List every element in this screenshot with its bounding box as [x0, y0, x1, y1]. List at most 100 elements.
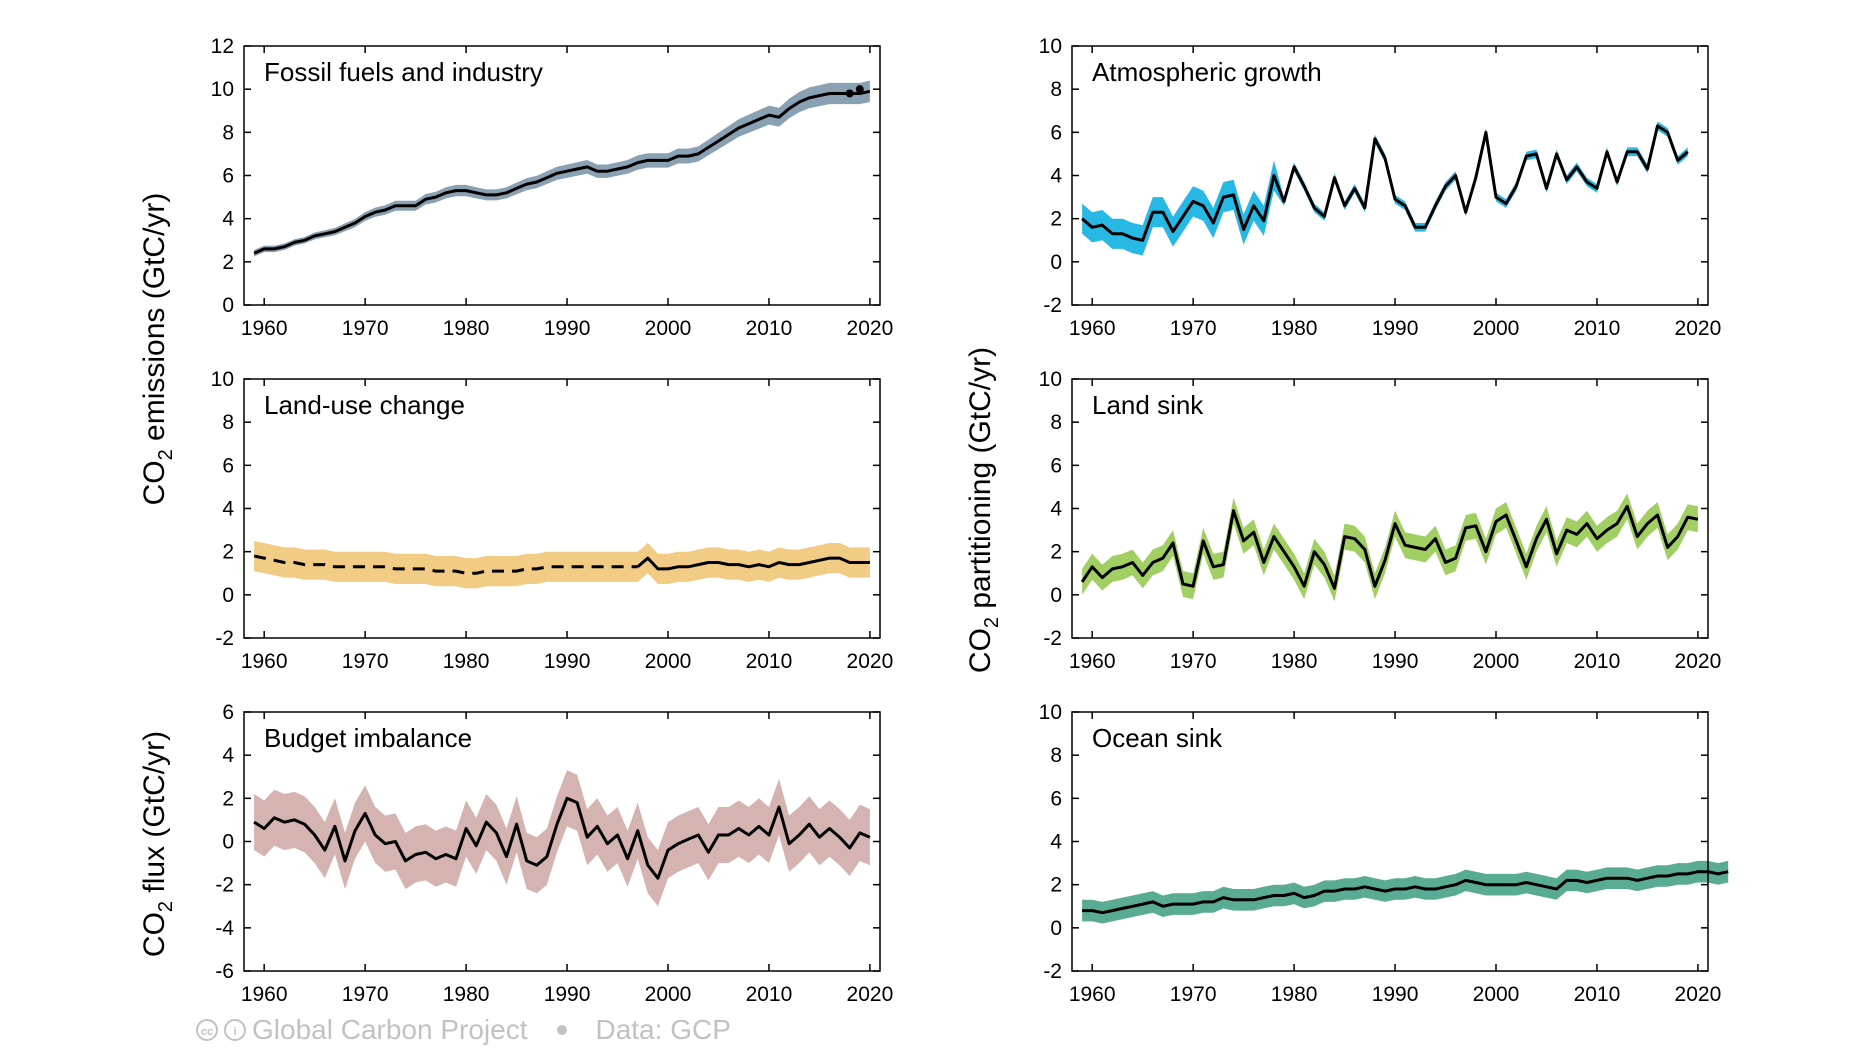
separator-dot: [557, 1025, 568, 1035]
luc-uncertainty-band: [254, 540, 870, 589]
luc-xtick-label: 1980: [443, 650, 490, 673]
imbalance-panel-title: Budget imbalance: [264, 723, 472, 753]
atm-xtick-label: 2010: [1574, 317, 1621, 340]
atm-ytick-label: 0: [1050, 251, 1062, 274]
ocean-ytick-label: 0: [1050, 917, 1062, 940]
luc-xtick-label: 1960: [241, 650, 288, 673]
atm-xtick-label: 1980: [1271, 317, 1318, 340]
land-xtick-label: 2020: [1675, 650, 1722, 673]
luc-ytick-label: 0: [222, 584, 234, 607]
land-ytick-label: 6: [1050, 454, 1062, 477]
luc-xtick-label: 2020: [847, 650, 894, 673]
luc-xtick-label: 1970: [342, 650, 389, 673]
atm-ytick-label: 8: [1050, 78, 1062, 101]
ocean-ytick-label: 10: [1039, 701, 1062, 724]
atm-xtick-label: 2020: [1675, 317, 1722, 340]
luc-ytick-label: 4: [222, 498, 234, 521]
ocean-xtick-label: 1970: [1170, 983, 1217, 1006]
luc-xtick-label: 1990: [544, 650, 591, 673]
atm-xtick-label: 2000: [1473, 317, 1520, 340]
imbalance-xtick-label: 2020: [847, 983, 894, 1006]
luc-ytick-label: 10: [211, 368, 234, 391]
fossil-xtick-label: 1980: [443, 317, 490, 340]
land-ytick-label: 10: [1039, 368, 1062, 391]
land-xtick-label: 1980: [1271, 650, 1318, 673]
fossil-series-line: [253, 89, 871, 255]
imbalance-ytick-label: -6: [215, 960, 234, 983]
atm-ytick-label: 10: [1039, 35, 1062, 58]
atm-series-line: [1081, 124, 1689, 242]
ocean-ytick-label: 8: [1050, 744, 1062, 767]
land-panel-title: Land sink: [1092, 390, 1204, 420]
imbalance-xtick-label: 2000: [645, 983, 692, 1006]
atm-panel-title: Atmospheric growth: [1092, 57, 1322, 87]
imbalance-ytick-label: -2: [215, 874, 234, 897]
ocean-ytick-label: 6: [1050, 787, 1062, 810]
ylabel-partitioning: CO2 partitioning (GtC/yr): [964, 347, 1003, 673]
imbalance-xtick-label: 1990: [544, 983, 591, 1006]
land-ytick-label: 8: [1050, 411, 1062, 434]
luc-dashed-line: [253, 554, 638, 575]
ocean-xtick-label: 1990: [1372, 983, 1419, 1006]
panel-ocean: -2 0 2 4 6 8 10 1960 1970 1980 1990 2000 2010 2020 Oce…: [1039, 701, 1729, 1006]
land-xtick-label: 2010: [1574, 650, 1621, 673]
land-xtick-label: 1960: [1069, 650, 1116, 673]
land-ytick-label: 0: [1050, 584, 1062, 607]
fossil-xtick-label: 2000: [645, 317, 692, 340]
ocean-xtick-label: 1980: [1271, 983, 1318, 1006]
imbalance-ytick-label: 4: [222, 744, 234, 767]
ocean-series-line: [1082, 870, 1729, 915]
luc-xtick-label: 2010: [746, 650, 793, 673]
land-xtick-label: 2000: [1473, 650, 1520, 673]
fossil-ytick-label: 6: [222, 165, 234, 188]
fossil-xtick-label: 1970: [342, 317, 389, 340]
ocean-xtick-label: 2000: [1473, 983, 1520, 1006]
fossil-ytick-label: 8: [222, 121, 234, 144]
fossil-ytick-label: 2: [222, 251, 234, 274]
land-series-line: [1080, 504, 1699, 590]
land-ytick-label: -2: [1043, 627, 1062, 650]
luc-ytick-label: 8: [222, 411, 234, 434]
imbalance-ytick-label: -4: [215, 917, 234, 940]
luc-ytick-label: 2: [222, 541, 234, 564]
fossil-ytick-label: 4: [222, 208, 234, 231]
luc-panel-title: Land-use change: [264, 390, 465, 420]
fossil-panel-title: Fossil fuels and industry: [264, 57, 543, 87]
ylabel-flux: CO2 flux (GtC/yr): [138, 731, 177, 957]
ocean-ytick-label: 2: [1050, 874, 1062, 897]
luc-xtick-label: 2000: [645, 650, 692, 673]
imbalance-ytick-label: 6: [222, 701, 234, 724]
fossil-projection-point: [855, 85, 864, 94]
fossil-xtick-label: 1990: [544, 317, 591, 340]
land-xtick-label: 1990: [1372, 650, 1419, 673]
ocean-xtick-label: 2020: [1675, 983, 1722, 1006]
fossil-ytick-label: 10: [211, 78, 234, 101]
fossil-ytick-label: 0: [222, 294, 234, 317]
data-source-text: Data: GCP: [595, 1014, 731, 1045]
atm-ytick-label: 4: [1050, 165, 1062, 188]
atm-xtick-label: 1970: [1170, 317, 1217, 340]
fossil-uncertainty-band: [254, 80, 870, 257]
footer-credit: cc i Global Carbon Project Data: GCP: [196, 1010, 731, 1050]
fossil-projection-point: [845, 89, 854, 98]
panel-luc: -2 0 2 4 6 8 10 1960 1970 1980 1990 2000 2010 2020 Lan…: [211, 368, 894, 673]
land-ytick-label: 4: [1050, 498, 1062, 521]
fossil-ytick-label: 12: [211, 35, 234, 58]
panel-atm: -2 0 2 4 6 8 10 1960 1970 1980 1990 2000 2010 2020 Atm…: [1039, 35, 1722, 340]
imbalance-xtick-label: 2010: [746, 983, 793, 1006]
imbalance-ytick-label: 2: [222, 787, 234, 810]
atm-ytick-label: 2: [1050, 208, 1062, 231]
cc-icon: cc: [196, 1019, 218, 1041]
attribution-icon: i: [224, 1019, 246, 1041]
atm-xtick-label: 1990: [1372, 317, 1419, 340]
atm-ytick-label: 6: [1050, 121, 1062, 144]
luc-ytick-label: 6: [222, 454, 234, 477]
atm-ytick-label: -2: [1043, 294, 1062, 317]
ocean-uncertainty-band: [1082, 860, 1729, 924]
panel-imbalance: -6 -4 -2 0 2 4 6 1960 1970 1980 1990 2000 2010 2020 Bu…: [215, 701, 893, 1006]
fossil-xtick-label: 1960: [241, 317, 288, 340]
ocean-ytick-label: -2: [1043, 960, 1062, 983]
fossil-xtick-label: 2020: [847, 317, 894, 340]
ocean-panel-title: Ocean sink: [1092, 723, 1223, 753]
